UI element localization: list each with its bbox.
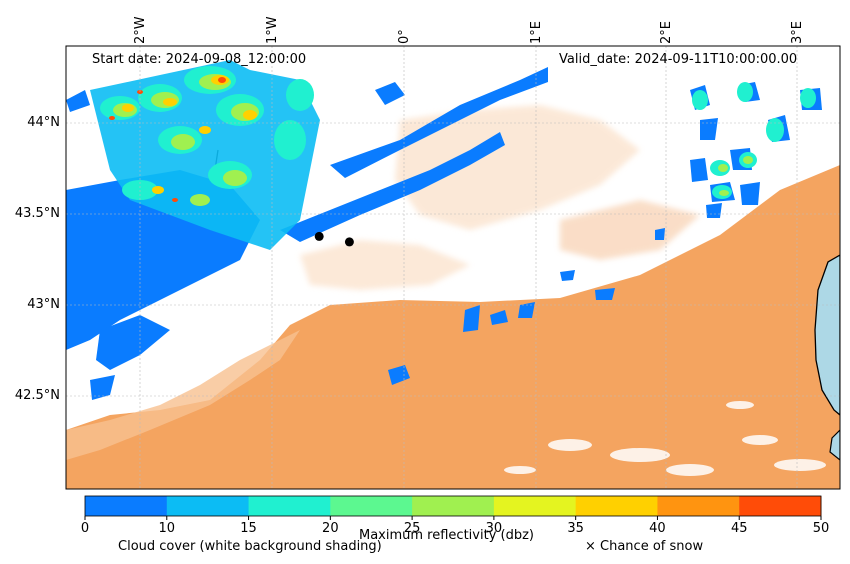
mediterranean-sea bbox=[814, 254, 840, 416]
lat-label-43n: 43°N bbox=[27, 297, 60, 312]
convective-cells bbox=[90, 60, 320, 250]
lon-label-2e: 2°E bbox=[659, 21, 674, 44]
lat-label-43-5n: 43.5°N bbox=[14, 206, 60, 221]
colorbar-segment-4 bbox=[412, 496, 495, 516]
start-date-label: Start date: 2024-09-08_12:00:00 bbox=[92, 52, 307, 67]
map-area bbox=[66, 46, 840, 489]
snow-legend: × Chance of snow bbox=[585, 539, 704, 554]
lon-label-1w: 1°W bbox=[265, 16, 280, 44]
colorbar-tick-label: 40 bbox=[649, 521, 666, 536]
cloud-cover-legend: Cloud cover (white background shading) bbox=[118, 539, 382, 554]
location-marker-1 bbox=[314, 231, 324, 241]
gridlines bbox=[66, 46, 840, 489]
colorbar-segment-7 bbox=[657, 496, 740, 516]
lon-label-2w: 2°W bbox=[133, 16, 148, 44]
map-frame bbox=[65, 45, 841, 490]
cloud-cover-shading bbox=[66, 105, 840, 489]
colorbar-segment-6 bbox=[575, 496, 658, 516]
colorbar-segment-5 bbox=[493, 496, 577, 516]
valid-date-label: Valid_date: 2024-09-11T10:00:00.00 bbox=[559, 52, 798, 67]
colorbar-tick-label: 25 bbox=[403, 521, 421, 536]
lon-label-0: 0° bbox=[397, 29, 412, 44]
colorbar-tick-label: 50 bbox=[812, 521, 830, 536]
colorbar-tick-label: 15 bbox=[240, 521, 257, 536]
colorbar-tick-label: 30 bbox=[485, 521, 503, 536]
colorbar-frame bbox=[84, 495, 822, 517]
lat-label-44n: 44°N bbox=[27, 115, 60, 130]
markers-layer bbox=[314, 231, 354, 247]
lon-label-1e: 1°E bbox=[529, 21, 544, 44]
lon-label-3e: 3°E bbox=[790, 21, 805, 44]
colorbar-tick-label: 20 bbox=[322, 521, 339, 536]
colorbar-segment-8 bbox=[739, 496, 822, 516]
colorbar-tick-label: 35 bbox=[567, 521, 584, 536]
lat-label-42-5n: 42.5°N bbox=[14, 388, 60, 403]
colorbar-segment-3 bbox=[330, 496, 413, 516]
convective-cells-east bbox=[692, 82, 816, 199]
colorbar-segment-1 bbox=[166, 496, 250, 516]
colorbar bbox=[84, 495, 822, 520]
colorbar-segment-0 bbox=[85, 496, 168, 516]
colorbar-title: Maximum reflectivity (dbz) bbox=[359, 528, 534, 543]
colorbar-tick-label: 0 bbox=[80, 521, 90, 536]
colorbar-tick-label: 45 bbox=[730, 521, 748, 536]
colorbar-segment-2 bbox=[248, 496, 331, 516]
colorbar-tick-label: 10 bbox=[158, 521, 176, 536]
location-marker-2 bbox=[344, 237, 354, 247]
